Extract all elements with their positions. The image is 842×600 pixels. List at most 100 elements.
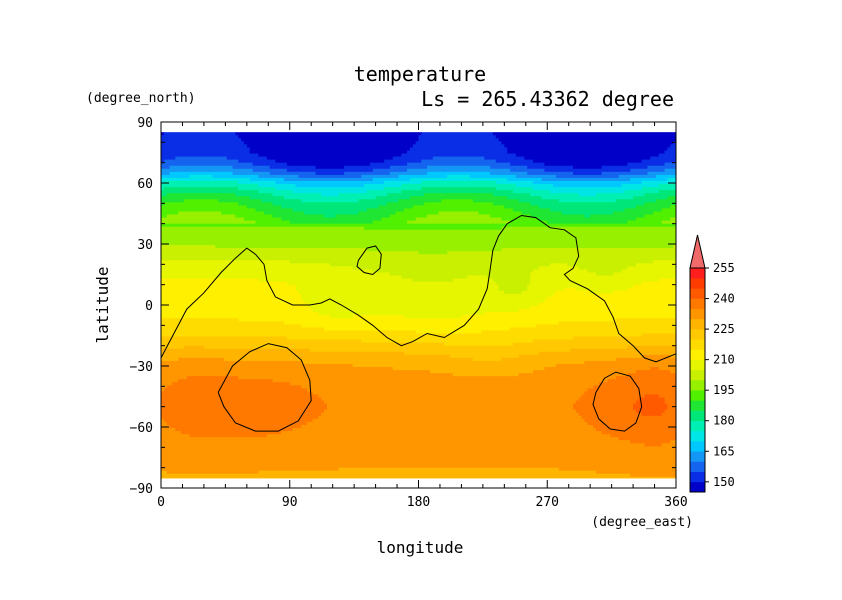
field-cell: [203, 345, 628, 350]
field-cell: [212, 174, 259, 179]
field-cell: [584, 360, 676, 365]
field-cell: [544, 162, 628, 167]
field-cell: [530, 281, 643, 286]
field-cell: [392, 156, 434, 161]
field-cell: [461, 315, 676, 319]
field-cell: [409, 177, 508, 182]
field-cell: [407, 168, 511, 173]
field-cell: [564, 287, 577, 292]
field-cell: [653, 260, 676, 264]
field-cell: [624, 190, 660, 194]
field-cell: [161, 363, 354, 368]
field-cell: [163, 187, 239, 191]
field-cell: [655, 199, 676, 203]
field-cell: [166, 470, 259, 475]
field-cell: [238, 159, 277, 164]
field-cell: [161, 193, 168, 197]
field-cell: [161, 345, 185, 350]
field-cell: [389, 171, 428, 176]
field-cell: [161, 348, 311, 353]
field-cell: [501, 217, 540, 222]
field-cell: [298, 290, 505, 295]
colorbar-swatch: [690, 481, 705, 493]
field-cell: [498, 138, 676, 142]
field-cell: [161, 449, 676, 454]
field-cell: [163, 388, 308, 393]
field-cell: [161, 379, 179, 383]
field-cell: [161, 421, 168, 426]
field-cell: [504, 290, 523, 295]
field-cell: [178, 379, 274, 383]
field-cell: [161, 168, 254, 173]
field-cell: [510, 220, 548, 225]
field-cell: [161, 409, 325, 414]
field-cell: [658, 367, 676, 371]
field-cell: [161, 406, 328, 411]
field-cell: [238, 376, 617, 380]
field-cell: [627, 287, 676, 292]
field-cell: [415, 141, 503, 145]
field-cell: [601, 431, 676, 435]
field-cell: [490, 171, 528, 176]
field-cell: [161, 202, 165, 206]
field-cell: [372, 177, 411, 182]
field-cell: [161, 251, 420, 255]
field-cell: [387, 193, 425, 197]
field-cell: [344, 171, 391, 176]
field-cell: [275, 180, 385, 185]
field-cell: [301, 324, 537, 328]
field-cell: [670, 205, 676, 210]
field-cell: [421, 180, 497, 185]
field-cell: [518, 354, 643, 359]
field-cell: [161, 394, 319, 399]
field-cell: [567, 263, 637, 267]
colorbar-swatch: [690, 451, 705, 462]
field-cell: [315, 165, 345, 170]
field-cell: [492, 193, 531, 197]
field-cell: [441, 199, 474, 203]
field-cell: [404, 351, 540, 356]
field-cell: [530, 214, 586, 219]
field-cell: [389, 214, 428, 219]
field-cell: [535, 324, 676, 328]
field-cell: [161, 141, 245, 145]
field-cell: [272, 214, 325, 219]
field-cell: [321, 193, 339, 197]
field-cell: [161, 199, 185, 203]
field-cell: [161, 461, 676, 466]
field-cell: [495, 180, 534, 185]
field-cell: [161, 132, 165, 136]
field-cell: [547, 220, 628, 225]
field-cell: [161, 153, 259, 158]
colorbar-tick-label: 210: [713, 353, 735, 367]
field-cell: [615, 318, 676, 322]
field-cell: [595, 428, 676, 432]
colorbar-swatch: [690, 349, 705, 360]
field-cell: [552, 293, 676, 298]
field-cell: [538, 302, 676, 307]
contour-lines: [161, 214, 676, 432]
field-cell: [387, 202, 425, 206]
field-cell: [272, 202, 388, 206]
field-cell: [635, 400, 666, 405]
field-cell: [358, 199, 400, 203]
field-cell: [664, 409, 676, 414]
field-cell: [161, 275, 402, 280]
field-cell: [264, 211, 305, 216]
x-axis-unit: (degree_east): [591, 515, 693, 530]
field-cell: [258, 190, 294, 194]
field-cell: [161, 440, 631, 444]
field-cell: [630, 473, 676, 478]
field-cell: [252, 162, 288, 167]
colorbar-swatch: [690, 420, 705, 432]
field-cell: [452, 278, 494, 283]
field-cell: [615, 199, 657, 203]
field-cell: [573, 165, 603, 170]
field-cell: [161, 391, 314, 396]
field-cell: [409, 196, 508, 200]
field-cell: [161, 415, 319, 420]
field-cell: [161, 214, 168, 219]
field-cell: [364, 184, 402, 188]
field-cell: [635, 370, 671, 374]
